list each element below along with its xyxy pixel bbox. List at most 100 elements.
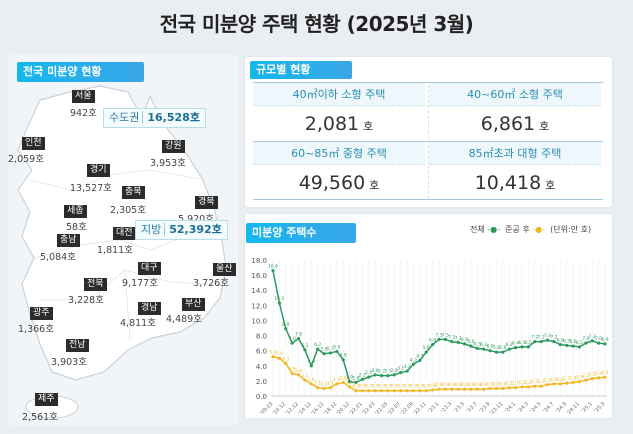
- size-unit: 호: [369, 179, 380, 192]
- data-point: [405, 389, 409, 393]
- y-tick-label: 10.0: [251, 317, 267, 325]
- data-point: [597, 341, 601, 345]
- size-panel-badge: 규모별 현황: [250, 61, 352, 79]
- data-label: 6.5: [576, 340, 583, 346]
- data-label: 8.9: [282, 322, 289, 328]
- data-label: 2.5: [601, 370, 608, 376]
- region-value: 4,489호: [166, 314, 202, 325]
- data-point: [386, 374, 390, 378]
- data-point: [284, 361, 288, 366]
- x-tick-label: '20.12: [336, 401, 351, 416]
- data-point: [284, 327, 288, 331]
- data-point: [552, 382, 556, 386]
- x-tick-label: '23.11: [489, 401, 504, 416]
- data-point: [469, 344, 473, 348]
- data-point: [488, 349, 492, 353]
- data-point: [392, 373, 396, 377]
- data-point: [418, 389, 422, 393]
- data-label: 6.8: [429, 338, 436, 344]
- data-point: [450, 340, 454, 344]
- region-value: 3,953호: [150, 158, 186, 169]
- data-point: [335, 349, 339, 354]
- data-point: [303, 378, 307, 382]
- data-point: [526, 385, 530, 389]
- data-point: [443, 387, 447, 391]
- data-label: 6.4: [512, 341, 519, 347]
- data-label: 6.8: [557, 338, 564, 344]
- region-value: 13,527호: [70, 183, 112, 194]
- legend-post-marker: -●-: [532, 225, 546, 234]
- region-value: 2,305호: [110, 205, 146, 216]
- size-label: 40㎡이하 소형 주택: [253, 83, 425, 106]
- size-grid: [253, 82, 603, 200]
- data-label: 4.7: [416, 353, 423, 359]
- data-label: 7.6: [295, 332, 302, 338]
- data-label: 1.1: [327, 381, 334, 387]
- data-label: 1.0: [499, 381, 506, 387]
- size-unit: 호: [545, 179, 556, 192]
- x-tick-label: '22.05: [374, 401, 389, 416]
- region-value: 3,903호: [51, 357, 87, 368]
- data-label: 7.2: [550, 335, 557, 341]
- data-label: 0.7: [403, 384, 410, 390]
- data-point: [303, 348, 307, 352]
- data-point: [348, 385, 352, 389]
- y-tick-label: 16.0: [251, 272, 267, 280]
- data-label: 6.2: [314, 342, 321, 348]
- data-point: [539, 384, 543, 388]
- data-label: 1.2: [518, 380, 525, 386]
- data-label: 1.5: [544, 378, 551, 384]
- data-label: 7.2: [531, 335, 538, 341]
- data-label: 0.7: [423, 384, 430, 390]
- data-label: 2.7: [384, 369, 391, 375]
- x-tick-label: '23.1: [427, 401, 440, 414]
- data-label: 1.8: [340, 375, 347, 381]
- data-label: 6.2: [506, 342, 513, 348]
- data-point: [322, 386, 326, 391]
- y-tick-label: 4.0: [256, 363, 267, 371]
- data-label: 1.6: [550, 377, 557, 383]
- size-number: 49,560: [298, 172, 366, 194]
- data-point: [597, 376, 601, 380]
- data-point: [309, 382, 313, 386]
- data-label: 3.0: [289, 366, 296, 372]
- size-number: 6,861: [480, 113, 536, 135]
- size-label: 60~85㎡ 중형 주택: [253, 142, 425, 165]
- map-panel-badge: 전국 미분양 현황: [17, 62, 144, 82]
- data-point: [520, 385, 524, 389]
- data-label: 0.8: [429, 383, 436, 389]
- data-label: 5.6: [320, 347, 327, 353]
- data-point: [482, 347, 486, 351]
- data-point: [341, 380, 345, 384]
- data-label: 4.0: [308, 359, 315, 365]
- data-point: [450, 387, 454, 391]
- x-tick-label: '22.01: [348, 401, 363, 416]
- data-label: 0.7: [359, 384, 366, 390]
- region-name: 울산: [213, 263, 236, 276]
- data-label: 12.3: [274, 296, 284, 302]
- data-point: [571, 344, 575, 348]
- data-label: 2.3: [589, 372, 596, 378]
- data-label: 1.7: [563, 376, 570, 382]
- data-point: [271, 355, 275, 359]
- data-point: [328, 386, 333, 390]
- data-label: 2.8: [295, 368, 302, 374]
- x-tick-label: '23.5: [453, 401, 466, 414]
- data-point: [488, 386, 492, 391]
- data-point: [316, 347, 320, 351]
- data-point: [431, 388, 435, 392]
- data-label: 2.4: [595, 371, 602, 377]
- data-point: [354, 389, 358, 393]
- local-value: 52,392호: [164, 223, 222, 236]
- region-name: 충북: [122, 186, 145, 199]
- data-point: [501, 386, 505, 391]
- data-point: [437, 337, 441, 341]
- data-point: [501, 350, 505, 354]
- region-value: 1,811호: [97, 245, 133, 256]
- data-point: [584, 378, 588, 382]
- x-tick-label: '23.7: [466, 401, 479, 414]
- data-label: 0.7: [384, 384, 391, 390]
- data-point: [437, 387, 441, 391]
- capital-label: 수도권: [109, 111, 140, 124]
- x-tick-label: '25.1: [581, 401, 594, 414]
